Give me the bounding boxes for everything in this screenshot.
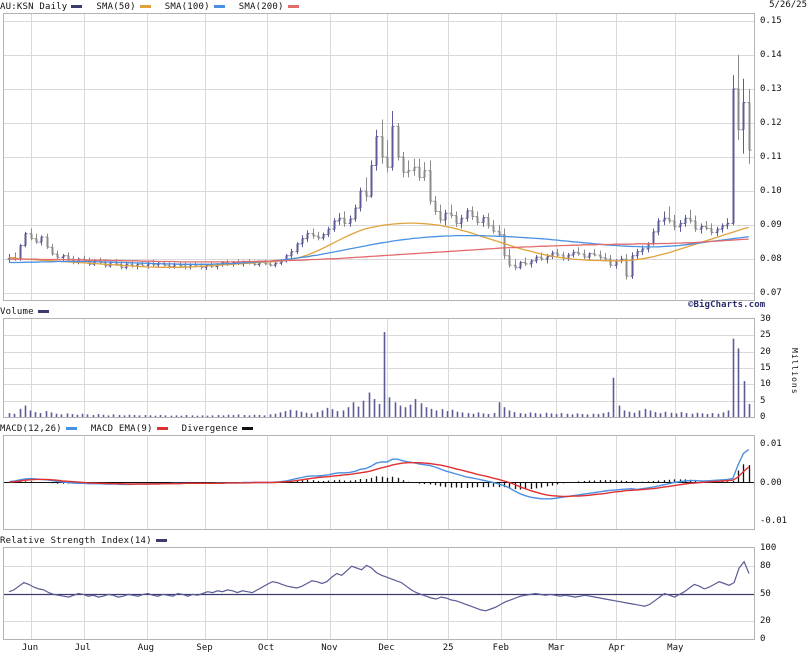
volume-tick-30: 30	[760, 314, 771, 324]
volume-tick-20: 20	[760, 346, 771, 357]
month-label-jul: Jul	[74, 643, 91, 653]
price-tick-0.07: 0.07	[760, 288, 782, 299]
rsi-tick-0: 0	[760, 634, 766, 644]
volume-tick-25: 25	[760, 330, 771, 341]
sma50-swatch-icon	[139, 5, 151, 8]
rsi-tick-20: 20	[760, 615, 771, 626]
month-label-nov: Nov	[321, 643, 338, 653]
sma50-label: SMA(50)	[96, 1, 136, 12]
macd-label: MACD(12,26)	[0, 423, 62, 434]
macd-tick-0.00: 0.00	[760, 477, 782, 488]
legend-macd-ema: MACD EMA(9)	[91, 424, 168, 434]
legend-macd-line: MACD(12,26)	[0, 424, 77, 434]
month-label-dec: Dec	[378, 643, 395, 653]
month-label-jun: Jun	[21, 643, 39, 653]
symbol-swatch-icon	[71, 5, 83, 8]
rsi-chart-panel	[3, 547, 755, 640]
legend-sma100: SMA(100)	[165, 2, 225, 12]
volume-tick-0: 0	[760, 412, 766, 422]
price-tick-0.15: 0.15	[760, 15, 782, 26]
symbol-label: AU:KSN Daily	[0, 1, 68, 12]
rsi-label: Relative Strength Index(14)	[0, 535, 152, 546]
month-label-aug: Aug	[137, 643, 155, 653]
x-axis-month-labels: Jun Jul Aug Sep Oct Nov Dec 25 Feb Mar Apr May	[3, 640, 755, 658]
divergence-label: Divergence	[181, 423, 238, 434]
macd-tick-neg0.01: -0.01	[760, 516, 788, 527]
rsi-tick-50: 50	[760, 588, 771, 599]
price-tick-0.13: 0.13	[760, 83, 782, 94]
volume-swatch-icon	[37, 310, 49, 313]
price-tick-0.14: 0.14	[760, 49, 782, 60]
volume-tick-10: 10	[760, 379, 771, 390]
rsi-axis-labels: 0 20 50 80 100	[760, 543, 808, 644]
price-tick-0.12: 0.12	[760, 117, 782, 128]
macd-ema-swatch-icon	[156, 427, 168, 430]
legend-symbol: AU:KSN Daily	[0, 1, 83, 12]
month-label-25: 25	[442, 643, 454, 653]
month-label-oct: Oct	[258, 643, 275, 653]
month-label-feb: Feb	[492, 643, 509, 653]
rsi-tick-80: 80	[760, 561, 771, 572]
volume-label: Volume	[0, 306, 34, 317]
price-axis-labels: 0.07 0.08 0.09 0.10 0.11 0.12 0.13 0.14 0.15	[760, 13, 808, 301]
legend-sma50: SMA(50)	[96, 1, 151, 12]
legend-divergence: Divergence	[182, 424, 253, 434]
macd-tick-0.01: 0.01	[760, 438, 782, 449]
rsi-legend: Relative Strength Index(14)	[0, 534, 181, 547]
bigcharts-watermark: ©BigCharts.com	[688, 300, 766, 310]
month-label-sep: Sep	[196, 643, 213, 653]
sma200-swatch-icon	[287, 5, 299, 8]
volume-axis-labels: 0 5 10 15 20 25 30	[760, 314, 808, 422]
sma100-swatch-icon	[213, 5, 225, 8]
volume-legend: Volume	[0, 305, 63, 318]
month-label-may: May	[667, 643, 684, 653]
legend-rsi: Relative Strength Index(14)	[0, 536, 167, 546]
month-label-mar: Mar	[548, 643, 565, 653]
price-tick-0.09: 0.09	[760, 220, 782, 231]
legend-volume: Volume	[0, 307, 49, 317]
rsi-tick-100: 100	[760, 543, 777, 553]
price-chart-panel	[3, 13, 755, 301]
price-tick-0.08: 0.08	[760, 254, 782, 265]
volume-chart-panel	[3, 318, 755, 418]
price-tick-0.10: 0.10	[760, 186, 782, 197]
volume-tick-5: 5	[760, 395, 766, 406]
macd-axis-labels: -0.01 0.00 0.01	[760, 435, 808, 530]
price-tick-0.11: 0.11	[760, 152, 782, 162]
sma100-label: SMA(100)	[164, 1, 210, 12]
sma200-label: SMA(200)	[238, 1, 284, 12]
macd-legend: MACD(12,26) MACD EMA(9) Divergence	[0, 422, 267, 435]
macd-chart-panel	[3, 435, 755, 530]
month-label-apr: Apr	[608, 643, 625, 653]
legend-sma200: SMA(200)	[239, 2, 299, 12]
macd-ema-label: MACD EMA(9)	[90, 423, 153, 434]
date-stamp: 5/26/25	[769, 0, 807, 10]
volume-axis-title: Millions	[790, 348, 799, 395]
price-legend: AU:KSN Daily SMA(50) SMA(100) SMA(200)	[0, 0, 313, 13]
macd-swatch-icon	[65, 427, 77, 430]
volume-tick-15: 15	[760, 363, 771, 373]
rsi-swatch-icon	[155, 539, 167, 542]
divergence-swatch-icon	[241, 427, 253, 430]
